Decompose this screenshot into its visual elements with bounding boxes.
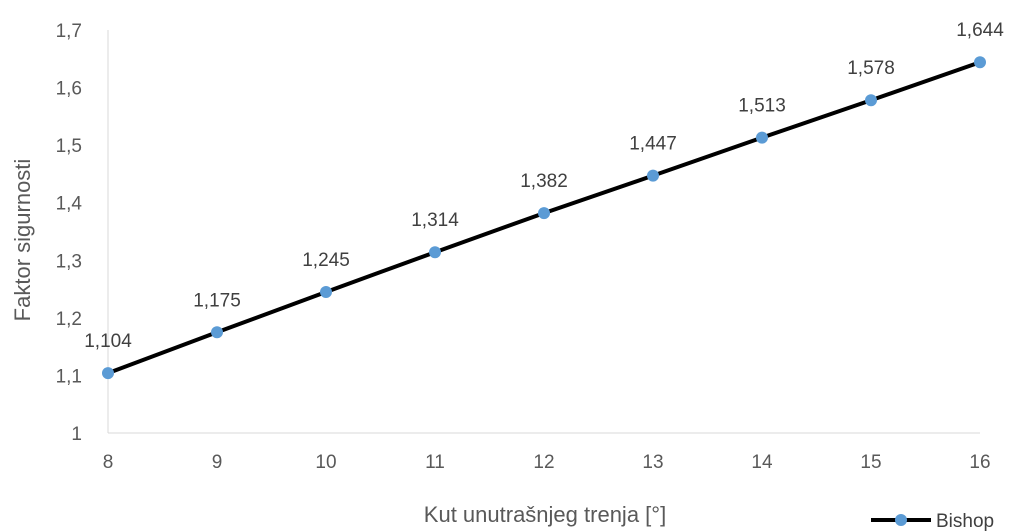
data-point <box>102 367 114 380</box>
data-point <box>211 326 223 339</box>
x-tick-label: 13 <box>642 452 663 473</box>
data-labels: 1,104 1,175 1,245 1,314 1,382 1,447 1,513 1,578… <box>84 20 1004 352</box>
data-point <box>974 56 986 69</box>
data-label: 1,175 <box>193 290 241 311</box>
y-tick-label: 1,2 <box>56 309 82 330</box>
x-tick-label: 11 <box>425 452 445 473</box>
y-tick-label: 1,3 <box>56 251 82 272</box>
data-point <box>429 246 441 259</box>
plot-area <box>107 30 980 434</box>
x-tick-label: 15 <box>860 452 881 473</box>
data-label: 1,578 <box>847 58 895 79</box>
data-point <box>865 94 877 107</box>
data-label: 1,314 <box>411 210 459 231</box>
legend-label: Bishop <box>936 511 994 531</box>
x-tick-label: 10 <box>315 452 336 473</box>
data-point <box>756 131 768 144</box>
x-tick-label: 14 <box>751 452 773 473</box>
x-tick-label: 9 <box>212 452 223 473</box>
legend: Bishop <box>871 511 994 531</box>
y-tick-label: 1 <box>71 424 82 445</box>
data-point <box>647 169 659 182</box>
y-tick-labels: 1 1,1 1,2 1,3 1,4 1,5 1,6 1,7 <box>56 21 83 445</box>
y-tick-label: 1,5 <box>56 136 82 157</box>
x-tick-label: 16 <box>969 452 990 473</box>
series-layer <box>102 56 986 380</box>
legend-marker-icon <box>895 514 907 526</box>
data-point <box>320 285 332 298</box>
data-label: 1,245 <box>302 250 350 271</box>
data-label: 1,513 <box>738 96 786 117</box>
x-axis-title: Kut unutrašnjeg trenja [°] <box>424 502 666 527</box>
data-label: 1,104 <box>84 331 132 352</box>
x-tick-labels: 8 9 10 11 12 13 14 15 16 <box>103 452 991 473</box>
y-tick-label: 1,6 <box>56 79 82 100</box>
x-tick-label: 8 <box>103 452 114 473</box>
data-label: 1,447 <box>629 134 677 155</box>
data-point <box>538 207 550 220</box>
y-tick-label: 1,4 <box>56 194 83 215</box>
y-axis-title: Faktor sigurnosti <box>10 159 35 322</box>
data-label: 1,644 <box>956 20 1004 41</box>
x-tick-label: 12 <box>533 452 554 473</box>
y-tick-label: 1,7 <box>56 21 82 42</box>
data-label: 1,382 <box>520 171 568 192</box>
y-tick-label: 1,1 <box>56 366 82 387</box>
